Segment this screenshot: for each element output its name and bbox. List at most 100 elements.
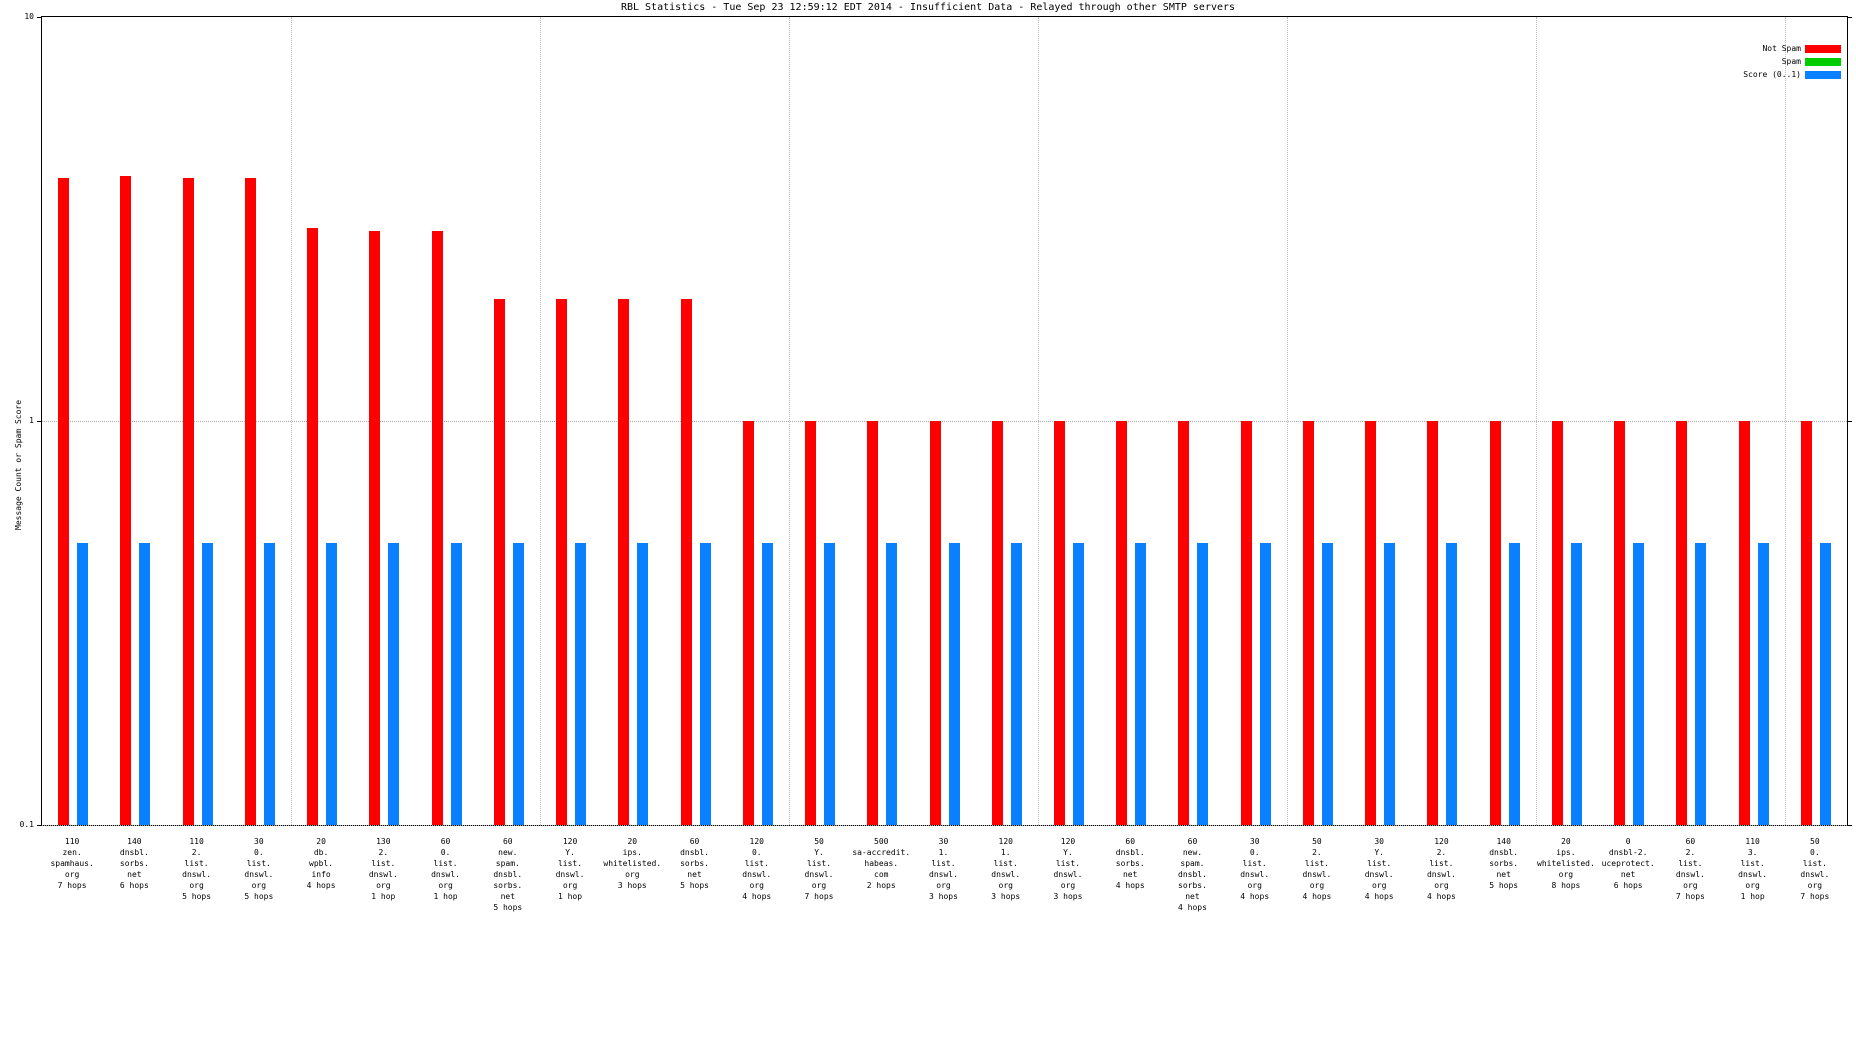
bar-score [1135, 542, 1147, 825]
y-tick-mark [37, 17, 42, 18]
y-tick-mark [1847, 421, 1852, 422]
bar-score [388, 542, 400, 825]
bar-score [824, 542, 836, 825]
bar-score [77, 542, 89, 825]
y-tick-mark [1847, 825, 1852, 826]
chart-title: RBL Statistics - Tue Sep 23 12:59:12 EDT… [620, 2, 1236, 13]
y-tick-mark [37, 421, 42, 422]
bar-score [326, 542, 338, 825]
legend-swatch-spam [1805, 57, 1841, 66]
y-tick-mark [37, 825, 42, 826]
x-axis-tick-label: 20 ips. whitelisted. org 3 hops [603, 837, 662, 890]
y-axis-tick-label: 1 [29, 416, 34, 425]
legend: Not Spam Spam Score (0..1) [1743, 44, 1841, 79]
bar-not-spam [680, 299, 692, 825]
bar-not-spam [431, 231, 443, 825]
gridline-horizontal [42, 421, 1847, 422]
gridline-horizontal [42, 825, 1847, 826]
x-axis-tick-label: 120 0. list. dnswl. org 4 hops [742, 837, 772, 901]
x-axis-tick-label: 20 ips. whitelisted. org 8 hops [1537, 837, 1595, 890]
bar-not-spam [1302, 421, 1314, 825]
x-axis-tick-label: 110 3. list. dnswl. org 1 hop [1738, 837, 1768, 901]
bar-score [1508, 542, 1520, 825]
bar-not-spam [618, 299, 630, 825]
bar-not-spam [307, 228, 319, 825]
bar-not-spam [1178, 421, 1190, 825]
bar-not-spam [182, 177, 194, 825]
bar-score [201, 542, 213, 825]
bar-score [512, 542, 524, 825]
gridline-vertical [539, 17, 541, 825]
bar-not-spam [556, 299, 568, 825]
x-axis-tick-label: 30 0. list. dnswl. org 5 hops [244, 837, 274, 901]
x-axis-tick-label: 50 Y. list. dnswl. org 7 hops [804, 837, 834, 901]
x-axis-tick-label: 120 1. list. dnswl. org 3 hops [991, 837, 1021, 901]
bar-score [575, 542, 587, 825]
bar-score [886, 542, 898, 825]
bar-not-spam [1365, 421, 1377, 825]
gridline-vertical [788, 17, 790, 825]
y-axis-title: Message Count or Spam Score [14, 399, 23, 530]
bar-not-spam [493, 299, 505, 825]
bar-not-spam [1800, 421, 1812, 825]
bar-not-spam [120, 175, 132, 825]
x-axis-tick-label: 50 0. list. dnswl. org 7 hops [1800, 837, 1830, 901]
bar-not-spam [742, 421, 754, 825]
x-axis-tick-label: 60 2. list. dnswl. org 7 hops [1675, 837, 1705, 901]
bar-not-spam [244, 177, 256, 825]
x-axis-tick-label: 140 dnsbl. sorbs. net 5 hops [1489, 837, 1519, 890]
bar-not-spam [1614, 421, 1626, 825]
x-axis-tick-label: 30 1. list. dnswl. org 3 hops [929, 837, 958, 901]
bar-score [637, 542, 649, 825]
gridline-vertical [290, 17, 292, 825]
gridline-vertical [1037, 17, 1039, 825]
bar-not-spam [1489, 421, 1501, 825]
bar-not-spam [58, 177, 70, 825]
bar-score [1010, 542, 1022, 825]
bar-score [1197, 542, 1209, 825]
legend-item-not-spam: Not Spam [1743, 44, 1841, 53]
x-axis-tick-label: 60 new. spam. dnsbl. sorbs. net 4 hops [1178, 837, 1207, 912]
bar-not-spam [1240, 421, 1252, 825]
bar-not-spam [1053, 421, 1065, 825]
bar-score [1446, 542, 1458, 825]
bar-not-spam [1676, 421, 1688, 825]
x-axis-tick-label: 0 dnsbl-2. uceprotect. net 6 hops [1601, 837, 1655, 890]
x-axis-tick-label: 30 0. list. dnswl. org 4 hops [1240, 837, 1270, 901]
bar-score [139, 542, 151, 825]
plot-area: Not Spam Spam Score (0..1) [37, 16, 1852, 826]
legend-label-spam: Spam [1781, 57, 1801, 66]
x-axis-tick-label: 60 0. list. dnswl. org 1 hop [431, 837, 460, 901]
legend-item-score: Score (0..1) [1743, 70, 1841, 79]
x-axis-tick-label: 110 2. list. dnswl. org 5 hops [182, 837, 212, 901]
bar-score [1321, 542, 1333, 825]
x-axis-tick-label: 130 2. list. dnswl. org 1 hop [368, 837, 398, 901]
bar-not-spam [369, 231, 381, 825]
x-axis-tick-label: 60 new. spam. dnsbl. sorbs. net 5 hops [493, 837, 523, 912]
legend-swatch-score [1805, 70, 1841, 79]
bar-score [1695, 542, 1707, 825]
bar-score [450, 542, 462, 825]
bar-not-spam [929, 421, 941, 825]
gridline-vertical [1286, 17, 1288, 825]
y-tick-mark [1847, 17, 1852, 18]
bar-not-spam [1427, 421, 1439, 825]
y-axis-tick-label: 10 [24, 12, 34, 21]
bar-score [1633, 542, 1645, 825]
x-axis-tick-label: 140 dnsbl. sorbs. net 6 hops [119, 837, 149, 890]
bar-score [699, 542, 711, 825]
bar-score [1570, 542, 1582, 825]
bar-score [1757, 542, 1769, 825]
x-axis-tick-label: 30 Y. list. dnswl. org 4 hops [1364, 837, 1394, 901]
y-axis-tick-label: 0.1 [19, 820, 34, 829]
bar-not-spam [1551, 421, 1563, 825]
x-axis-tick-label: 20 db. wpbl. info 4 hops [306, 837, 336, 890]
gridline-vertical [1535, 17, 1537, 825]
y-axis-labels: 10 1 0.1 [0, 0, 36, 1044]
x-axis-tick-label: 120 2. list. dnswl. org 4 hops [1426, 837, 1456, 901]
x-axis-tick-label: 120 Y. list. dnswl. org 3 hops [1053, 837, 1083, 901]
bar-not-spam [991, 421, 1003, 825]
bar-score [263, 542, 275, 825]
bar-score [1384, 542, 1396, 825]
